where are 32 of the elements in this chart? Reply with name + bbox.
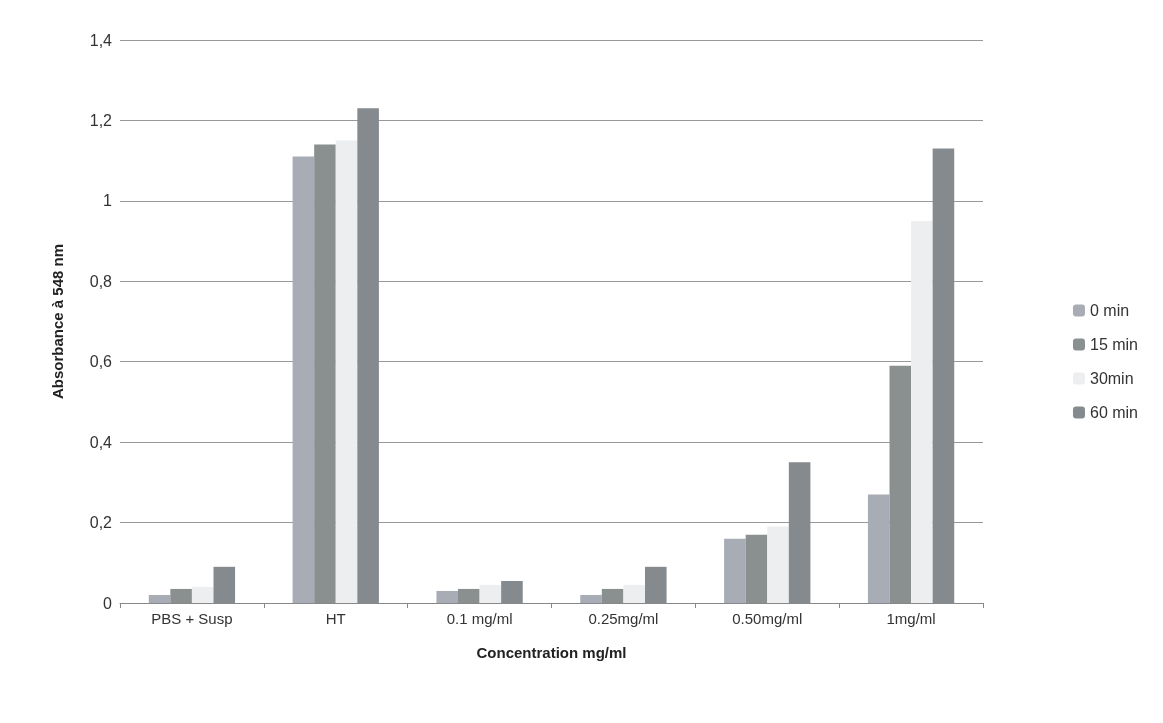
x-tick-label: 0.1 mg/ml <box>446 610 513 627</box>
x-axis-title: Concentration mg/ml <box>476 644 627 661</box>
legend-label: 15 min <box>1089 336 1139 353</box>
legend-label: 30min <box>1089 370 1134 387</box>
x-tick-label: 0.25mg/ml <box>588 610 659 627</box>
x-tick-label: 1mg/ml <box>886 610 936 627</box>
x-tick-label: PBS + Susp <box>151 610 233 627</box>
bar <box>436 590 459 603</box>
y-tick-label: 1,2 <box>89 111 113 129</box>
y-tick-label: 0,8 <box>89 272 113 290</box>
bar <box>335 140 358 603</box>
x-tick-label: HT <box>325 610 346 627</box>
y-tick-label: 1,4 <box>89 31 113 49</box>
y-tick-label: 0,2 <box>89 514 113 532</box>
y-tick-label: 0 <box>103 594 113 612</box>
bar <box>191 586 214 603</box>
bar <box>292 156 315 603</box>
y-tick-label: 1 <box>103 192 113 210</box>
x-tick-label: 0.50mg/ml <box>732 610 803 627</box>
y-tick-label: 0,4 <box>89 433 113 451</box>
bar <box>580 594 602 603</box>
bar <box>148 594 171 603</box>
bar <box>724 538 746 603</box>
y-tick-label: 0,6 <box>89 353 113 371</box>
bar <box>911 220 933 603</box>
y-axis-title: Absorbance à 548 nm <box>49 243 66 400</box>
bar <box>623 584 645 603</box>
bar <box>867 494 890 603</box>
bar <box>767 526 789 603</box>
legend-label: 60 min <box>1089 404 1139 421</box>
bar <box>479 584 502 603</box>
legend-label: 0 min <box>1089 302 1130 319</box>
